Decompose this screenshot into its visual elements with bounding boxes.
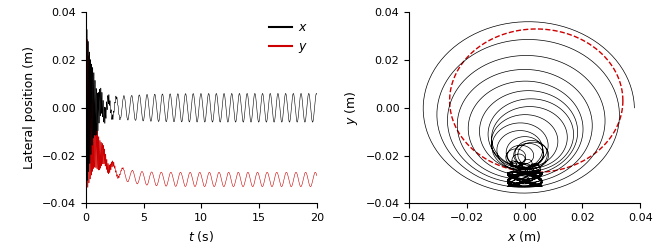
Y-axis label: $y$ (m): $y$ (m) — [343, 90, 360, 125]
X-axis label: $x$ (m): $x$ (m) — [508, 229, 542, 244]
Y-axis label: Lateral position (m): Lateral position (m) — [23, 46, 36, 169]
X-axis label: $t$ (s): $t$ (s) — [188, 229, 215, 244]
Legend: $x$, $y$: $x$, $y$ — [267, 19, 311, 58]
